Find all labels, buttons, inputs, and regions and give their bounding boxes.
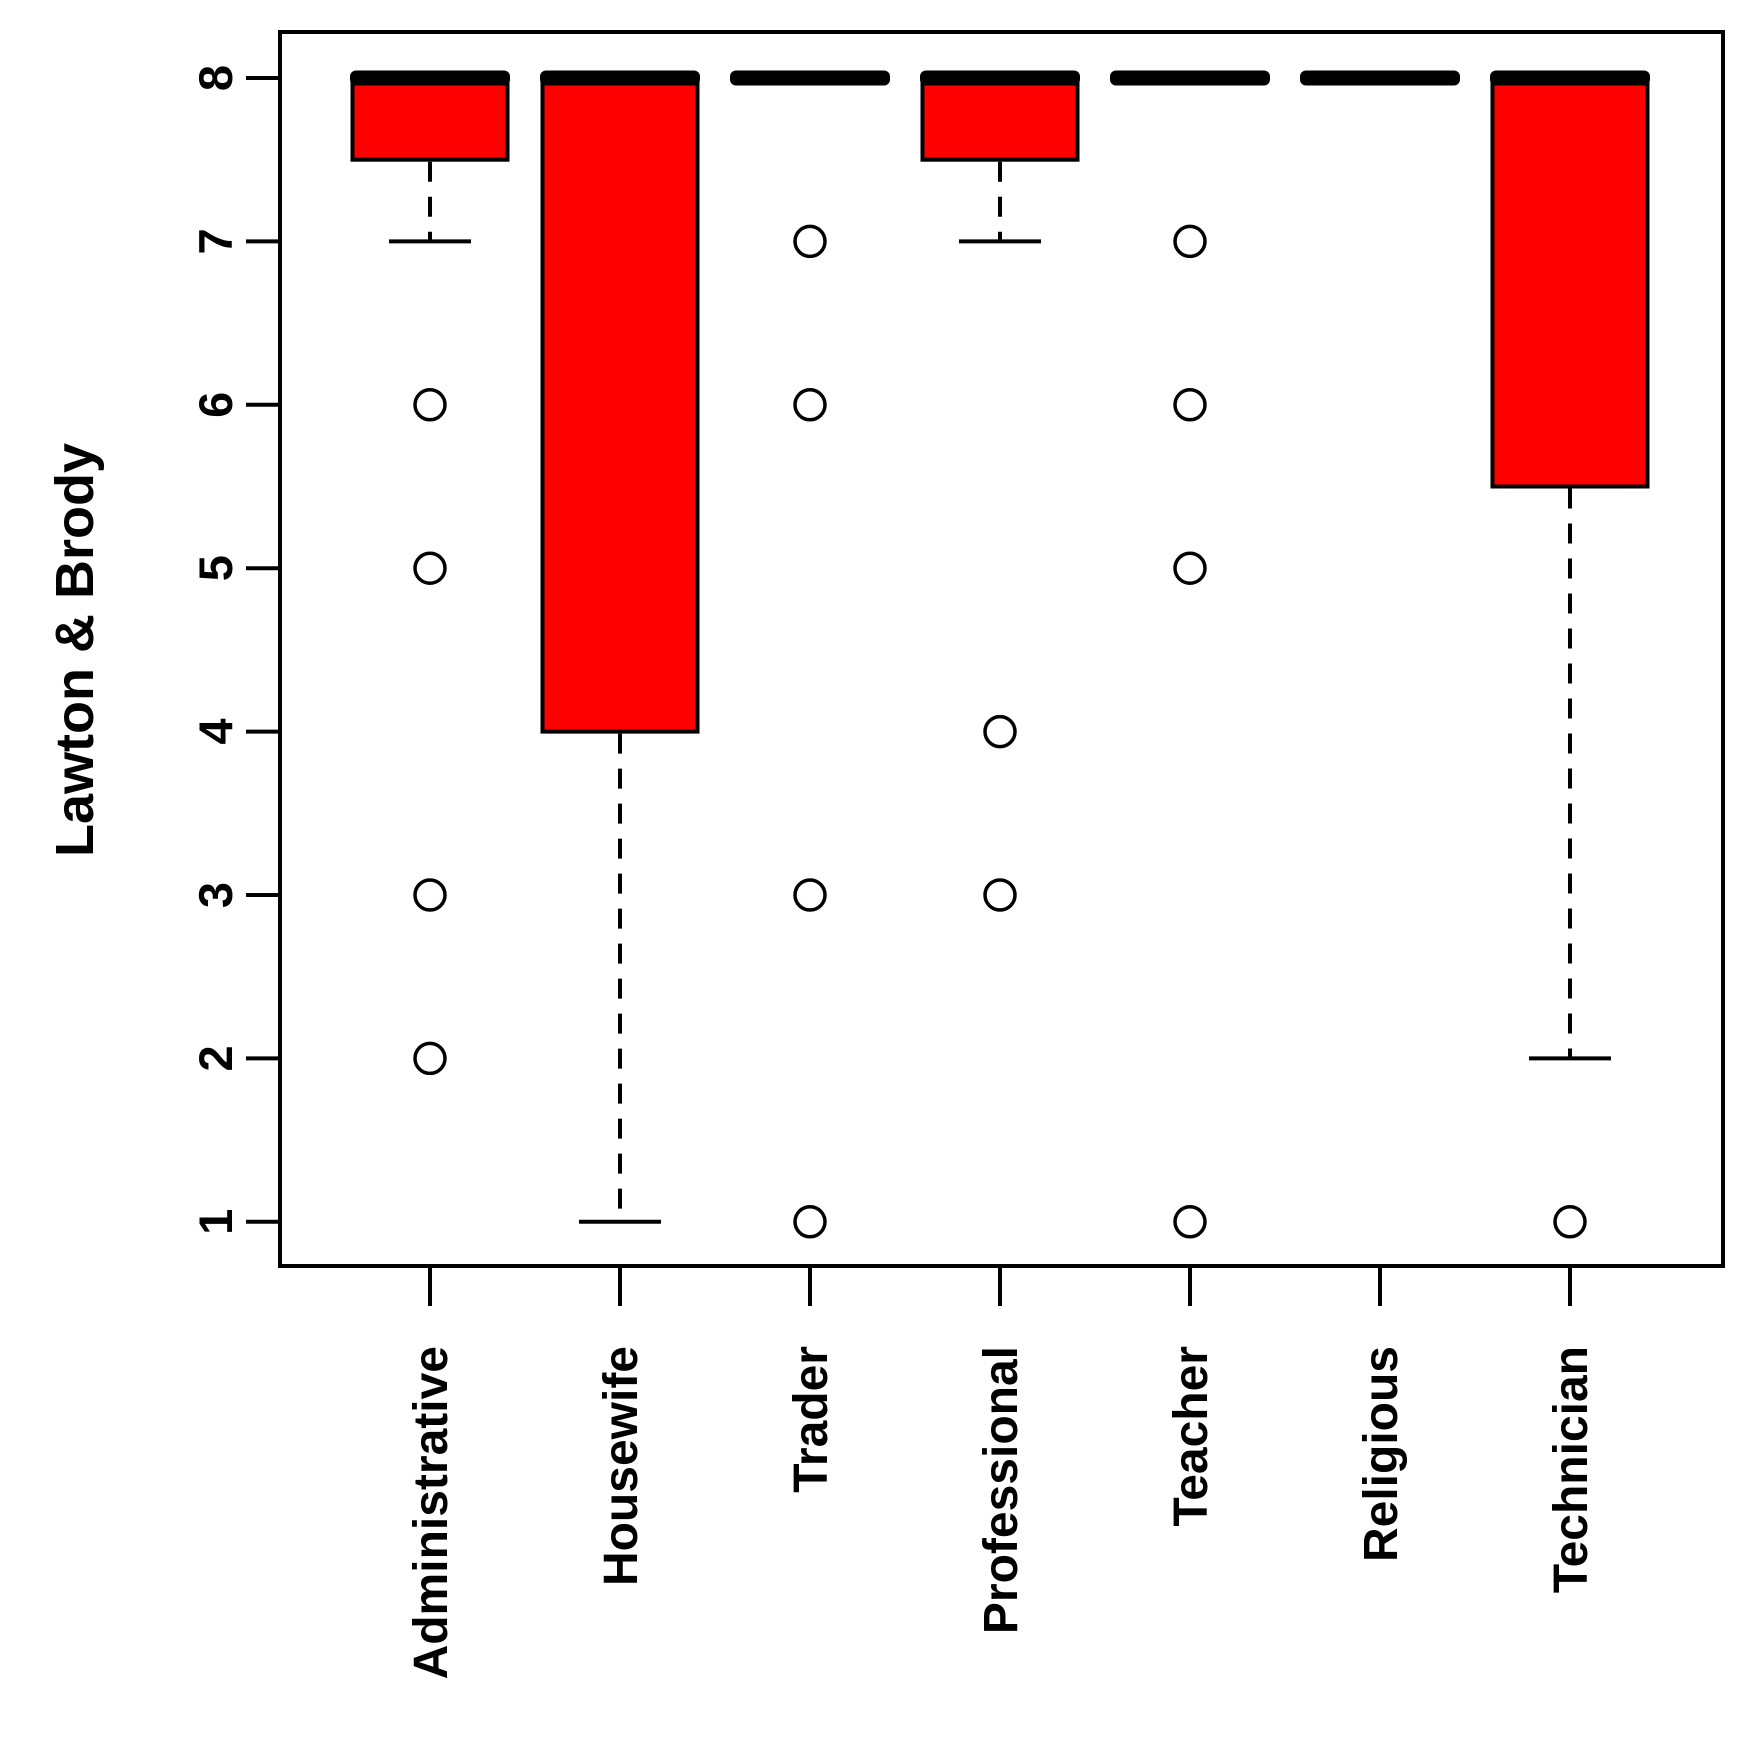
box-group-housewife: Housewife bbox=[540, 70, 700, 1586]
iqr-box bbox=[540, 76, 700, 734]
outlier-point bbox=[1173, 388, 1207, 422]
box-group-trader: Trader bbox=[730, 70, 890, 1493]
box-group-teacher: Teacher bbox=[1110, 70, 1270, 1527]
x-category-label: Trader bbox=[785, 1346, 838, 1493]
y-tick-label: 1 bbox=[189, 1209, 242, 1235]
outlier-point bbox=[413, 1041, 447, 1076]
median-line bbox=[1300, 70, 1460, 86]
iqr-box bbox=[350, 76, 510, 162]
outlier-point bbox=[793, 1205, 827, 1239]
median-line bbox=[730, 70, 890, 86]
y-tick-label: 4 bbox=[189, 719, 242, 745]
median-line bbox=[350, 70, 510, 86]
box-group-religious: Religious bbox=[1300, 70, 1460, 1562]
y-tick-label: 8 bbox=[189, 65, 242, 91]
y-tick-label: 2 bbox=[189, 1045, 242, 1071]
outlier-point bbox=[793, 388, 827, 422]
x-category-label: Professional bbox=[975, 1346, 1028, 1634]
outlier-point bbox=[413, 878, 447, 912]
y-tick-label: 5 bbox=[189, 555, 242, 581]
x-category-label: Technician bbox=[1545, 1346, 1598, 1593]
outlier-point bbox=[1173, 224, 1207, 259]
outlier-point bbox=[983, 878, 1017, 912]
iqr-box bbox=[920, 76, 1080, 162]
median-line bbox=[1110, 70, 1270, 86]
outlier-point bbox=[983, 714, 1017, 749]
outlier-point bbox=[1553, 1205, 1587, 1239]
outlier-point bbox=[413, 388, 447, 422]
y-tick-label: 6 bbox=[189, 392, 242, 418]
x-category-label: Administrative bbox=[405, 1346, 458, 1679]
x-category-label: Teacher bbox=[1165, 1346, 1218, 1527]
outlier-point bbox=[793, 878, 827, 912]
y-tick-label: 3 bbox=[189, 882, 242, 908]
median-line bbox=[1490, 70, 1650, 86]
box-group-technician: Technician bbox=[1490, 70, 1650, 1593]
outlier-point bbox=[413, 551, 447, 585]
outlier-point bbox=[1173, 551, 1207, 585]
x-category-label: Religious bbox=[1355, 1346, 1408, 1562]
median-line bbox=[920, 70, 1080, 86]
outlier-point bbox=[793, 224, 827, 259]
y-tick-label: 7 bbox=[189, 228, 242, 254]
iqr-box bbox=[1490, 76, 1650, 489]
box-group-professional: Professional bbox=[920, 70, 1080, 1634]
x-category-label: Housewife bbox=[595, 1346, 648, 1586]
y-axis: 1 2 3 4 5 6 7 8 bbox=[189, 65, 280, 1235]
median-line bbox=[540, 70, 700, 86]
box-group-administrative: Administrative bbox=[350, 70, 510, 1679]
y-axis-title: Lawton & Brody bbox=[45, 443, 105, 857]
outlier-point bbox=[1173, 1205, 1207, 1239]
